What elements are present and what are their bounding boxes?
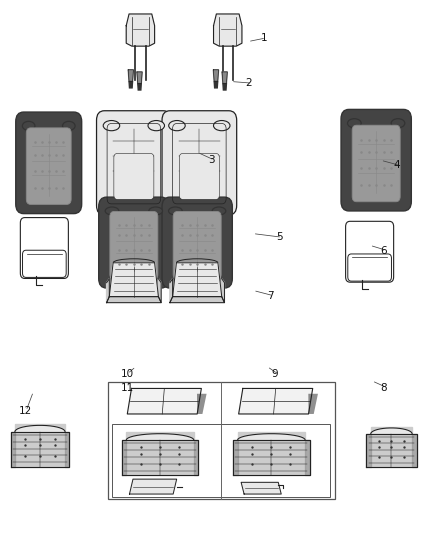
Polygon shape xyxy=(126,434,194,440)
Text: 4: 4 xyxy=(394,160,400,171)
Text: 6: 6 xyxy=(381,246,387,255)
FancyBboxPatch shape xyxy=(96,111,171,215)
Ellipse shape xyxy=(213,120,230,131)
Polygon shape xyxy=(15,425,65,432)
Polygon shape xyxy=(170,279,173,303)
Ellipse shape xyxy=(105,207,119,215)
Polygon shape xyxy=(223,84,226,90)
Polygon shape xyxy=(305,440,310,475)
Text: 5: 5 xyxy=(276,232,283,243)
FancyBboxPatch shape xyxy=(16,112,81,214)
Polygon shape xyxy=(127,389,201,414)
Polygon shape xyxy=(241,482,281,494)
Text: 11: 11 xyxy=(121,383,134,393)
Polygon shape xyxy=(213,70,219,82)
Polygon shape xyxy=(122,440,126,475)
FancyBboxPatch shape xyxy=(179,154,219,199)
Polygon shape xyxy=(371,428,412,434)
Polygon shape xyxy=(214,82,218,88)
Ellipse shape xyxy=(212,207,226,215)
Polygon shape xyxy=(15,424,65,431)
Polygon shape xyxy=(197,394,207,414)
FancyBboxPatch shape xyxy=(173,212,221,279)
Polygon shape xyxy=(110,263,159,297)
Polygon shape xyxy=(194,440,198,475)
Polygon shape xyxy=(106,279,110,303)
Polygon shape xyxy=(412,434,417,466)
Polygon shape xyxy=(239,389,313,414)
FancyBboxPatch shape xyxy=(110,212,158,279)
Polygon shape xyxy=(233,440,237,475)
Polygon shape xyxy=(366,434,417,466)
Polygon shape xyxy=(222,279,224,303)
Polygon shape xyxy=(222,72,227,84)
Bar xyxy=(112,424,330,497)
Polygon shape xyxy=(138,84,141,90)
FancyBboxPatch shape xyxy=(99,197,169,288)
Polygon shape xyxy=(233,440,310,475)
FancyBboxPatch shape xyxy=(114,154,154,199)
Text: 9: 9 xyxy=(272,369,278,379)
FancyBboxPatch shape xyxy=(352,125,400,202)
Polygon shape xyxy=(126,432,194,439)
Polygon shape xyxy=(126,14,155,46)
Ellipse shape xyxy=(22,122,35,131)
Polygon shape xyxy=(65,432,70,466)
Ellipse shape xyxy=(149,207,162,215)
Polygon shape xyxy=(173,263,222,297)
Polygon shape xyxy=(137,72,142,84)
Ellipse shape xyxy=(169,120,185,131)
Text: 8: 8 xyxy=(381,383,387,393)
FancyBboxPatch shape xyxy=(26,128,71,205)
Polygon shape xyxy=(371,427,412,433)
Text: 10: 10 xyxy=(121,369,134,379)
Polygon shape xyxy=(11,432,70,466)
Bar xyxy=(108,382,335,499)
Polygon shape xyxy=(214,14,242,46)
Text: 1: 1 xyxy=(261,33,267,43)
Ellipse shape xyxy=(63,122,75,131)
Text: 2: 2 xyxy=(245,78,252,88)
Polygon shape xyxy=(129,82,133,88)
Text: 12: 12 xyxy=(19,406,32,416)
FancyBboxPatch shape xyxy=(162,197,232,288)
Polygon shape xyxy=(122,440,198,475)
Ellipse shape xyxy=(148,120,165,131)
Polygon shape xyxy=(159,279,161,303)
Polygon shape xyxy=(106,297,161,303)
FancyBboxPatch shape xyxy=(162,111,237,215)
Polygon shape xyxy=(130,479,177,494)
FancyBboxPatch shape xyxy=(341,109,411,211)
Polygon shape xyxy=(366,434,371,466)
Polygon shape xyxy=(11,432,15,466)
Polygon shape xyxy=(308,394,318,414)
Text: 3: 3 xyxy=(208,155,215,165)
Polygon shape xyxy=(237,432,305,439)
Ellipse shape xyxy=(169,207,182,215)
Polygon shape xyxy=(170,297,224,303)
Polygon shape xyxy=(128,70,134,82)
Ellipse shape xyxy=(103,120,120,131)
Ellipse shape xyxy=(391,119,405,128)
Text: 7: 7 xyxy=(267,290,274,301)
Polygon shape xyxy=(237,434,305,440)
Ellipse shape xyxy=(347,119,361,128)
